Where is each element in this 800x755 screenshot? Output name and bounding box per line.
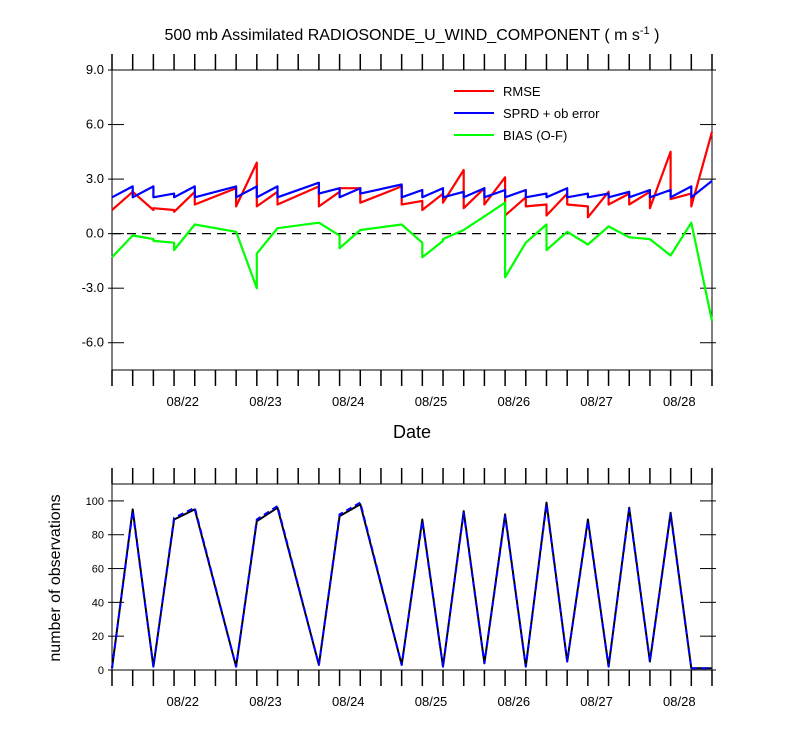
- top-xtick-label: 08/22: [166, 394, 199, 409]
- top-ytick-label: 0.0: [86, 226, 104, 241]
- top-ytick-label: -6.0: [82, 335, 104, 350]
- bottom-series-line-0: [111, 501, 712, 670]
- bottom-xtick-label: 08/25: [415, 694, 448, 709]
- top-xtick-label: 08/27: [580, 394, 613, 409]
- legend-label-2: BIAS (O-F): [503, 128, 567, 143]
- chart-title-end: ): [650, 27, 660, 44]
- legend-label-0: RMSE: [503, 84, 541, 99]
- bottom-ytick-label: 20: [92, 631, 104, 643]
- bottom-xtick-label: 08/23: [249, 694, 282, 709]
- bottom-ytick-label: 60: [92, 564, 104, 576]
- bottom-chart: 0 20 40 60 80 100 08/22 08/23 08/24 08/25 08/26 08/…: [86, 468, 716, 709]
- top-xtick-label: 08/25: [415, 394, 448, 409]
- bottom-ytick-label: 80: [92, 530, 104, 542]
- top-chart: 9.0 6.0 3.0 0.0 -3.0 -6.0 08/22 08/23 08/24 08/25…: [82, 54, 716, 409]
- bottom-xtick-label: 08/22: [166, 694, 199, 709]
- top-xtick-label: 08/28: [663, 394, 696, 409]
- legend-label-1: SPRD + ob error: [503, 106, 600, 121]
- top-ytick-label: 6.0: [86, 117, 104, 132]
- chart-title-main: 500 mb Assimilated RADIOSONDE_U_WIND_COM…: [165, 27, 640, 44]
- bottom-xtick-label: 08/27: [580, 694, 613, 709]
- bottom-ytick-label: 100: [86, 496, 104, 508]
- chart-title: 500 mb Assimilated RADIOSONDE_U_WIND_COM…: [165, 25, 660, 44]
- top-xtick-label: 08/26: [498, 394, 531, 409]
- bottom-plot-frame: [111, 483, 713, 671]
- top-ytick-label: 3.0: [86, 171, 104, 186]
- top-chart-xlabel: Date: [393, 422, 431, 442]
- bottom-xtick-label: 08/28: [663, 694, 696, 709]
- bottom-ytick-label: 40: [92, 597, 104, 609]
- top-xtick-label: 08/24: [332, 394, 365, 409]
- bottom-xtick-label: 08/24: [332, 694, 365, 709]
- top-legend: RMSE SPRD + ob error BIAS (O-F): [454, 84, 600, 143]
- top-plot-frame: [111, 69, 713, 371]
- bottom-ytick-label: 0: [98, 665, 104, 677]
- chart-title-superscript: -1: [640, 25, 650, 37]
- top-series-line-2: [111, 201, 714, 322]
- bottom-chart-ylabel: number of observations: [47, 494, 64, 661]
- top-series-line-0: [111, 131, 714, 219]
- top-ytick-label: 9.0: [86, 62, 104, 77]
- bottom-series-line-1: [111, 501, 712, 670]
- bottom-xtick-label: 08/26: [498, 694, 531, 709]
- top-ytick-label: -3.0: [82, 280, 104, 295]
- top-series-line-1: [111, 180, 713, 199]
- top-xtick-label: 08/23: [249, 394, 282, 409]
